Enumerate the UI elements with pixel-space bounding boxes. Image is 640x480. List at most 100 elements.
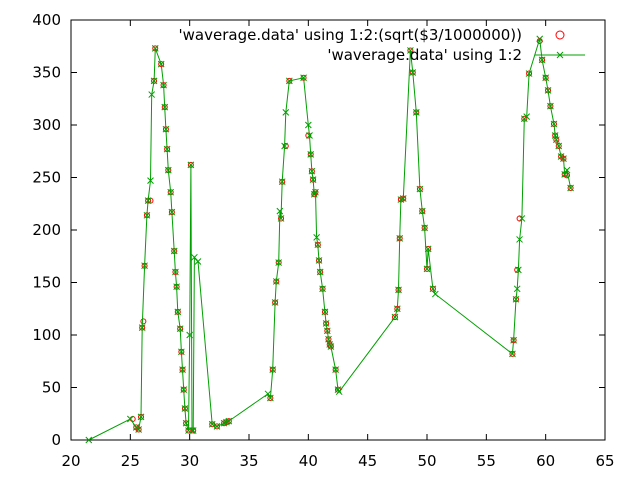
x-tick-label: 35: [239, 452, 258, 470]
cross-point: [300, 74, 307, 82]
cross-point: [567, 184, 574, 192]
cross-point: [179, 366, 186, 374]
cross-point: [182, 419, 190, 427]
cross-point: [563, 166, 571, 174]
cross-point: [174, 308, 182, 316]
cross-point: [163, 145, 171, 153]
x-tick-label: 60: [536, 452, 555, 470]
plot-border: [70, 19, 606, 441]
cross-point: [161, 103, 169, 111]
cross-point: [335, 388, 343, 396]
cross-point: [310, 190, 318, 198]
x-axis: 20 25 30 35 40 45 50 55 60 65: [61, 20, 615, 470]
cross-point: [309, 176, 317, 183]
cross-point: [173, 283, 180, 291]
legend-entry-circles: 'waverage.data' using 1:2:(sqrt($3/10000…: [179, 26, 522, 44]
circle-point: [391, 314, 398, 321]
cross-point: [194, 258, 202, 265]
cross-point: [409, 69, 417, 76]
cross-point: [170, 247, 178, 255]
cross-point: [418, 207, 426, 215]
cross-point: [550, 120, 558, 128]
x-tick-label: 55: [477, 452, 496, 470]
cross-point: [561, 170, 569, 178]
cross-point: [278, 178, 286, 186]
cross-point: [544, 86, 552, 94]
y-tick-label: 250: [32, 169, 61, 187]
cross-point: [160, 81, 167, 89]
cross-point: [538, 56, 546, 64]
cross-point: [85, 436, 93, 444]
cross-point: [327, 343, 335, 350]
cross-point: [213, 422, 221, 430]
cross-point: [189, 427, 197, 434]
legend-sample-linespoints: [535, 51, 585, 59]
cross-point: [431, 290, 439, 298]
x-tick-label: 30: [180, 452, 199, 470]
cross-point: [137, 413, 145, 421]
cross-point: [429, 285, 437, 293]
cross-point: [285, 77, 293, 85]
cross-point: [308, 167, 316, 175]
cross-point: [312, 188, 319, 196]
cross-point: [180, 386, 188, 393]
cross-point: [135, 426, 142, 433]
circle-point: [282, 143, 289, 149]
cross-point: [167, 188, 175, 196]
cross-point: [325, 335, 332, 343]
y-tick-label: 50: [42, 379, 61, 397]
cross-point: [322, 320, 330, 327]
cross-point: [393, 305, 401, 313]
cross-point: [525, 70, 533, 77]
cross-point: [510, 336, 517, 344]
cross-point: [560, 155, 567, 162]
y-tick-label: 100: [32, 326, 61, 344]
cross-point: [512, 295, 520, 303]
y-tick-label: 350: [32, 64, 61, 82]
cross-point: [143, 211, 151, 219]
cross-point: [314, 241, 322, 249]
plot-frame: [70, 19, 606, 441]
cross-point: [306, 132, 313, 139]
cross-point: [304, 121, 312, 129]
cross-point: [138, 324, 146, 332]
cross-point: [412, 109, 420, 116]
cross-point: [321, 308, 329, 316]
cross-point: [313, 233, 320, 241]
circle-point: [305, 132, 312, 139]
cross-point: [399, 195, 407, 202]
cross-point: [276, 207, 284, 215]
cross-point: [416, 185, 424, 193]
y-axis: 0 50 100 150 200 250 300 350 400: [32, 11, 605, 449]
cross-point: [523, 113, 531, 120]
cross-point: [391, 313, 399, 321]
cross-point: [547, 102, 554, 110]
series-circles: [129, 38, 574, 434]
cross-point: [186, 331, 194, 339]
circle-point: [327, 343, 334, 350]
circle-point: [514, 266, 521, 273]
x-tick-label: 45: [358, 452, 377, 470]
y-tick-label: 400: [32, 11, 61, 29]
cross-point: [148, 91, 156, 98]
cross-point: [126, 415, 134, 423]
cross-point: [509, 350, 516, 358]
cross-point: [332, 366, 339, 374]
x-tick-label: 40: [299, 452, 318, 470]
cross-point: [168, 208, 176, 216]
cross-point: [271, 299, 279, 306]
series-linespoints: [85, 35, 574, 444]
circle-point: [140, 318, 147, 325]
cross-point: [187, 161, 195, 169]
circle-point: [555, 143, 562, 149]
x-tick-label: 25: [121, 452, 140, 470]
legend-entry-linespoints: 'waverage.data' using 1:2: [327, 46, 522, 64]
cross-point: [552, 136, 560, 144]
cross-point: [421, 224, 428, 232]
cross-point: [513, 285, 521, 293]
cross-point: [275, 259, 283, 266]
x-tick-label: 20: [61, 452, 80, 470]
cross-point: [225, 417, 233, 425]
cross-point: [176, 325, 184, 333]
